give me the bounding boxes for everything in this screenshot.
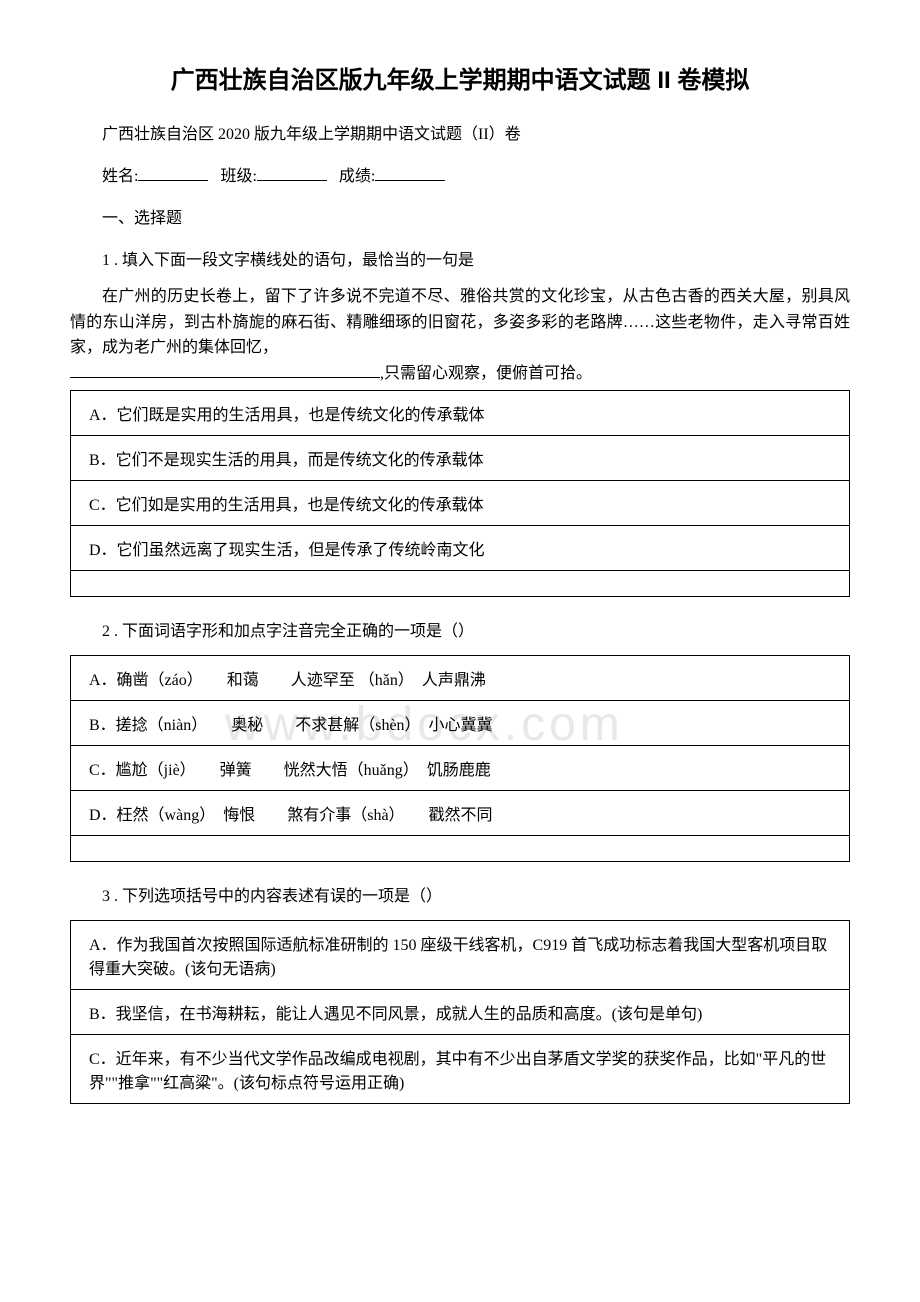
option-d: D．它们虽然远离了现实生活，但是传承了传统岭南文化: [71, 526, 850, 571]
passage-text: 在广州的历史长卷上，留下了许多说不完道不尽、雅俗共赏的文化珍宝，从古色古香的西关…: [70, 288, 850, 356]
table-row: A．作为我国首次按照国际适航标准研制的 150 座级干线客机，C919 首飞成功…: [71, 921, 850, 990]
option-b: B．我坚信，在书海耕耘，能让人遇见不同风景，成就人生的品质和高度。(该句是单句): [71, 990, 850, 1035]
score-blank: [375, 180, 445, 181]
table-row: B．它们不是现实生活的用具，而是传统文化的传承载体: [71, 436, 850, 481]
option-c: C．近年来，有不少当代文学作品改编成电视剧，其中有不少出自茅盾文学奖的获奖作品，…: [71, 1035, 850, 1104]
option-c: C．尴尬（jiè） 弹簧 恍然大悟（huǎng） 饥肠鹿鹿: [71, 746, 850, 791]
question-2-options-table: A．确凿（záo） 和蔼 人迹罕至 （hǎn） 人声鼎沸 B．搓捻（niàn） …: [70, 655, 850, 862]
name-blank: [138, 180, 208, 181]
score-label: 成绩:: [339, 168, 375, 185]
table-row: A．确凿（záo） 和蔼 人迹罕至 （hǎn） 人声鼎沸: [71, 656, 850, 701]
empty-cell: [71, 571, 850, 597]
question-1-options-table: A．它们既是实用的生活用具，也是传统文化的传承载体 B．它们不是现实生活的用具，…: [70, 390, 850, 597]
question-2-number: 2 . 下面词语字形和加点字注音完全正确的一项是（）: [70, 617, 850, 641]
option-a: A．它们既是实用的生活用具，也是传统文化的传承载体: [71, 391, 850, 436]
option-c: C．它们如是实用的生活用具，也是传统文化的传承载体: [71, 481, 850, 526]
section-1-title: 一、选择题: [70, 204, 850, 228]
document-container: www.bdocx.com 广西壮族自治区版九年级上学期期中语文试题 II 卷模…: [70, 60, 850, 1104]
table-row: C．它们如是实用的生活用具，也是传统文化的传承载体: [71, 481, 850, 526]
table-row-empty: [71, 836, 850, 862]
document-subtitle: 广西壮族自治区 2020 版九年级上学期期中语文试题（II）卷: [70, 120, 850, 144]
class-label: 班级:: [220, 168, 256, 185]
class-blank: [257, 180, 327, 181]
table-row: B．我坚信，在书海耕耘，能让人遇见不同风景，成就人生的品质和高度。(该句是单句): [71, 990, 850, 1035]
question-3-number: 3 . 下列选项括号中的内容表述有误的一项是（）: [70, 882, 850, 906]
table-row: C．近年来，有不少当代文学作品改编成电视剧，其中有不少出自茅盾文学奖的获奖作品，…: [71, 1035, 850, 1104]
option-d: D．枉然（wàng） 悔恨 煞有介事（shà） 戳然不同: [71, 791, 850, 836]
option-b: B．它们不是现实生活的用具，而是传统文化的传承载体: [71, 436, 850, 481]
student-info-line: 姓名: 班级: 成绩:: [70, 162, 850, 186]
question-1-number: 1 . 填入下面一段文字横线处的语句，最恰当的一句是: [70, 246, 850, 270]
empty-cell: [71, 836, 850, 862]
option-a: A．作为我国首次按照国际适航标准研制的 150 座级干线客机，C919 首飞成功…: [71, 921, 850, 990]
name-label: 姓名:: [102, 168, 138, 185]
table-row: D．它们虽然远离了现实生活，但是传承了传统岭南文化: [71, 526, 850, 571]
fill-blank-line: [70, 377, 380, 378]
table-row: C．尴尬（jiè） 弹簧 恍然大悟（huǎng） 饥肠鹿鹿: [71, 746, 850, 791]
table-row: A．它们既是实用的生活用具，也是传统文化的传承载体: [71, 391, 850, 436]
question-1-passage: 在广州的历史长卷上，留下了许多说不完道不尽、雅俗共赏的文化珍宝，从古色古香的西关…: [70, 284, 850, 386]
table-row: B．搓捻（niàn） 奥秘 不求甚解（shèn） 小心冀冀: [71, 701, 850, 746]
table-row: D．枉然（wàng） 悔恨 煞有介事（shà） 戳然不同: [71, 791, 850, 836]
passage-end: ,只需留心观察，便俯首可拾。: [380, 365, 592, 382]
option-b: B．搓捻（niàn） 奥秘 不求甚解（shèn） 小心冀冀: [71, 701, 850, 746]
document-title: 广西壮族自治区版九年级上学期期中语文试题 II 卷模拟: [70, 60, 850, 95]
table-row-empty: [71, 571, 850, 597]
option-a: A．确凿（záo） 和蔼 人迹罕至 （hǎn） 人声鼎沸: [71, 656, 850, 701]
question-3-options-table: A．作为我国首次按照国际适航标准研制的 150 座级干线客机，C919 首飞成功…: [70, 920, 850, 1104]
